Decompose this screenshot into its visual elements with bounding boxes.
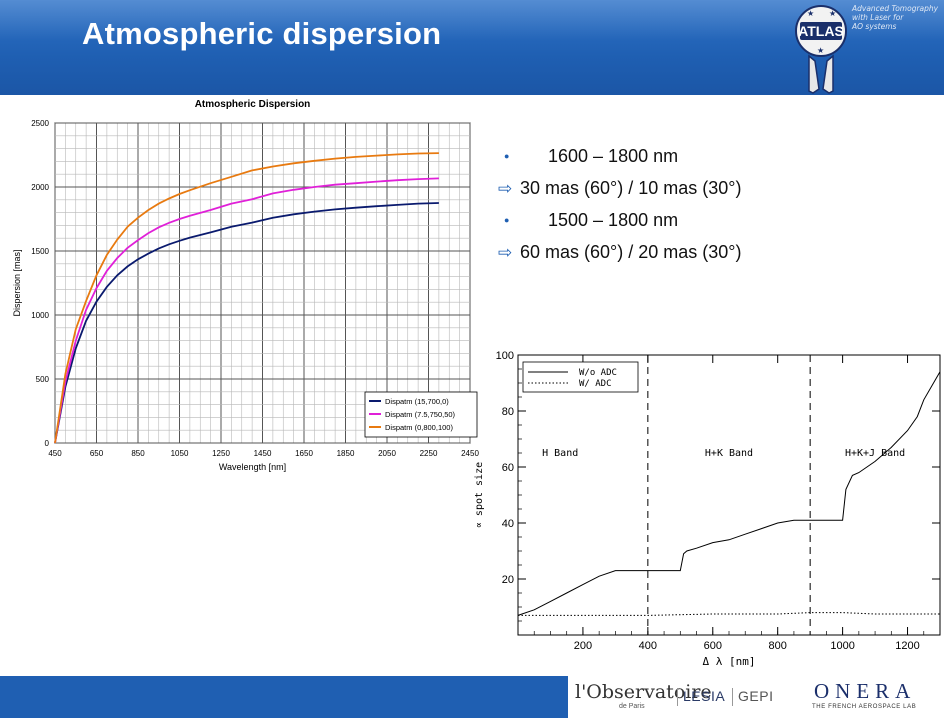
legend-label: Dispatm (7.5,750,50) [385, 410, 456, 419]
series-line [54, 177, 439, 444]
y-tick-label: 40 [502, 518, 514, 530]
bullet-dot-icon: ● [504, 151, 510, 161]
gepi-logo: GEPI [738, 688, 774, 704]
y-tick-label: 0 [45, 439, 50, 448]
y-tick-label: 500 [36, 375, 50, 384]
y-tick-label: 2000 [31, 183, 49, 192]
atlas-tagline-line: Advanced Tomography [852, 4, 939, 13]
legend-box [522, 361, 639, 393]
chart-title: Atmospheric Dispersion [195, 99, 311, 110]
atlas-tagline-line: AO systems [852, 22, 897, 31]
onera-logo: ONERA [814, 679, 917, 703]
x-tick-label: 600 [704, 640, 722, 652]
x-tick-label: 1050 [171, 449, 189, 458]
arrow-item: ⇨ 60 mas (60°) / 20 mas (30°) [498, 236, 828, 268]
atlas-logo: ATLAS ★ ★ ★ [795, 5, 847, 94]
bullet-text: 1600 – 1800 nm [548, 146, 679, 166]
legend-label: Dispatm (0,800,100) [385, 423, 453, 432]
bullet-list: ● 1600 – 1800 nm ⇨ 30 mas (60°) / 10 mas (… [498, 140, 828, 268]
y-tick-label: 100 [496, 350, 514, 362]
x-tick-label: 400 [639, 640, 657, 652]
legend-label: W/ ADC [579, 379, 612, 389]
plot-area [517, 354, 941, 636]
logo-divider [732, 688, 733, 706]
bullet-text: 1500 – 1800 nm [548, 210, 679, 230]
x-tick-label: 1250 [212, 449, 230, 458]
atlas-logo-text: ATLAS [798, 23, 844, 39]
dispersion-chart: 450 650 850 1050 1250 1450 1650 1850 2050 2250 245… [12, 99, 479, 472]
arrow-text: 60 mas (60°) / 20 mas (30°) [520, 242, 742, 262]
legend-label: W/o ADC [579, 368, 617, 378]
band-label: H+K+J Band [845, 448, 905, 459]
x-axis-label: Wavelength [nm] [219, 462, 286, 472]
svg-text:★: ★ [817, 46, 824, 55]
x-tick-label: 1000 [830, 640, 854, 652]
bullet-dot-icon: ● [504, 215, 510, 225]
bullet-item: ● 1500 – 1800 nm [498, 204, 828, 236]
arrow-item: ⇨ 30 mas (60°) / 10 mas (30°) [498, 172, 828, 204]
x-axis-label: Δ λ [nm] [703, 655, 756, 668]
x-tick-label: 1850 [337, 449, 355, 458]
y-tick-label: 1000 [31, 311, 49, 320]
x-tick-label: 2450 [461, 449, 479, 458]
x-tick-label: 1450 [254, 449, 272, 458]
y-tick-label: 1500 [31, 247, 49, 256]
x-tick-label: 650 [90, 449, 104, 458]
series-line [54, 152, 439, 444]
atlas-tagline: Advanced Tomography with Laser for AO sy… [852, 4, 942, 31]
logo-divider [677, 688, 678, 706]
band-label: H Band [542, 448, 578, 459]
legend-label: Dispatm (15,700,0) [385, 397, 449, 406]
y-tick-label: 80 [502, 406, 514, 418]
x-tick-label: 850 [131, 449, 145, 458]
footer-logo-panel [568, 676, 944, 718]
x-tick-label: 200 [574, 640, 592, 652]
y-tick-label: 60 [502, 462, 514, 474]
x-tick-label: 2050 [378, 449, 396, 458]
band-label: H+K Band [705, 448, 753, 459]
atlas-tagline-line: with Laser for [852, 13, 904, 22]
y-tick-label: 20 [502, 574, 514, 586]
lesia-logo: LESIA [683, 688, 726, 704]
y-tick-label: 2500 [31, 119, 49, 128]
arrow-text: 30 mas (60°) / 10 mas (30°) [520, 178, 742, 198]
x-tick-label: 2250 [420, 449, 438, 458]
series-line [517, 371, 941, 616]
x-tick-label: 800 [769, 640, 787, 652]
y-axis-label: Dispersion [mas] [12, 249, 22, 316]
arrow-right-icon: ⇨ [498, 243, 513, 262]
x-tick-label: 1200 [895, 640, 919, 652]
header-shine [0, 0, 944, 40]
observatoire-sub: de Paris [619, 703, 645, 710]
onera-tagline: THE FRENCH AEROSPACE LAB [812, 704, 917, 710]
spot-size-chart: 200 400 600 800 1000 1200 20 40 60 80 100 H Band H+K… [474, 350, 941, 668]
header-bar [0, 0, 944, 95]
legend-box [364, 391, 478, 438]
page-title: Atmospheric dispersion [82, 16, 442, 51]
x-tick-label: 450 [48, 449, 62, 458]
x-tick-label: 1650 [295, 449, 313, 458]
y-axis-label: ∝ spot size [474, 462, 485, 528]
svg-text:★: ★ [807, 9, 814, 18]
series-line [54, 202, 439, 444]
bullet-item: ● 1600 – 1800 nm [498, 140, 828, 172]
svg-text:★: ★ [829, 9, 836, 18]
arrow-right-icon: ⇨ [498, 179, 513, 198]
